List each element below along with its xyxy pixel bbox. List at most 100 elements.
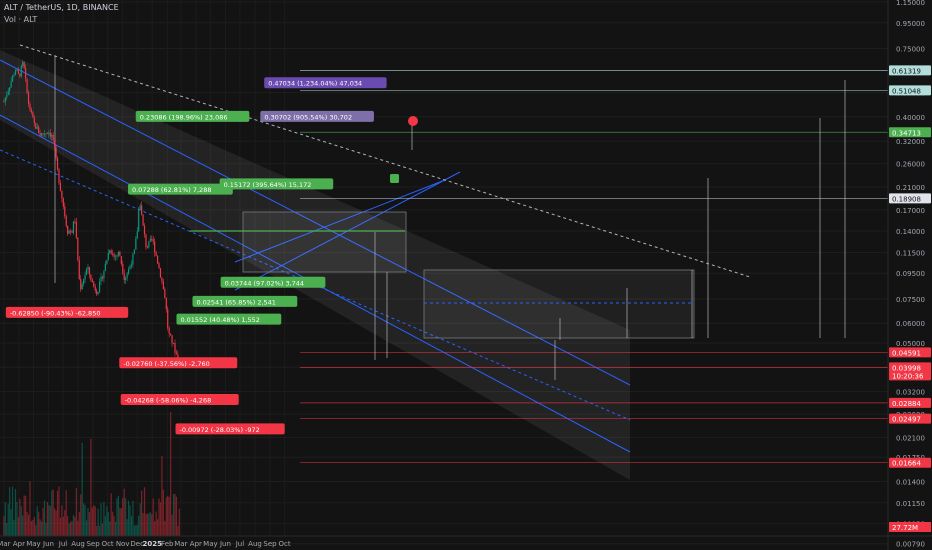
volume-bar [72, 514, 75, 536]
candle-body [90, 274, 92, 281]
volume-bar [155, 511, 157, 536]
y-tick-label: 0.01400 [896, 478, 925, 486]
volume-bar [159, 502, 162, 536]
x-tick-label: Jul [58, 540, 68, 548]
candle-body [101, 276, 104, 279]
level-tag-label: 0.04591 [892, 349, 921, 357]
volume-bar [75, 488, 77, 536]
candle-body [45, 133, 47, 135]
volume-bar [36, 506, 38, 536]
volume-bar [130, 516, 133, 536]
volume-bar [46, 501, 48, 536]
volume-bar [90, 438, 92, 536]
level-tag [889, 397, 931, 408]
volume-bar [172, 494, 175, 536]
volume-bar [74, 516, 76, 536]
y-tick-label: 0.07500 [896, 296, 925, 304]
candle-body [171, 335, 173, 344]
candle-body [100, 276, 102, 282]
candle-body [88, 267, 91, 275]
volume-bar [117, 495, 120, 536]
volume-bar [88, 512, 91, 536]
candle-body [149, 238, 151, 242]
candle-body [175, 352, 178, 355]
candle-body [39, 133, 41, 136]
volume-bar [83, 503, 85, 536]
x-tick-label: Jun [42, 540, 54, 548]
level-tag-label: 0.61319 [892, 67, 921, 75]
candle-body [38, 127, 40, 134]
candle-body [119, 251, 121, 257]
y-tick-label: 0.00790 [896, 541, 925, 549]
candle-body [64, 206, 66, 216]
candle-body [9, 87, 11, 91]
candle-body [32, 112, 34, 118]
volume-bar [116, 498, 118, 536]
candle-body [59, 182, 62, 191]
candle-body [120, 256, 122, 264]
y-tick-label: 0.09500 [896, 270, 925, 278]
volume-bar [40, 521, 43, 536]
grid [0, 0, 888, 545]
x-tick-label: Jul [235, 540, 245, 548]
candle-body [132, 253, 134, 265]
candle-body [55, 147, 57, 158]
level-tag [889, 362, 931, 381]
candle-body [75, 221, 77, 238]
volume-bar [87, 508, 89, 536]
volume-bar [69, 521, 72, 536]
candle-body [54, 140, 56, 148]
check-marker-icon [390, 174, 399, 183]
volume-bar [27, 514, 30, 536]
candle-body [80, 278, 82, 290]
volume-bar [114, 521, 117, 536]
volume-bar [85, 520, 88, 536]
volume-bar [68, 523, 70, 536]
volume-bar [168, 496, 170, 536]
candle-body [113, 253, 115, 257]
volume-bar [158, 498, 160, 536]
volume-bar [165, 497, 167, 536]
volume-bar [17, 517, 19, 536]
candle-body [46, 133, 48, 135]
candle-body [65, 215, 67, 226]
x-tick-label: Oct [102, 540, 114, 548]
volume-bar [156, 519, 159, 536]
measurement-label: 0.47034 (1,234.04%) 47,034 [268, 80, 362, 88]
y-tick-label: 1.15000 [896, 0, 925, 7]
candle-body [129, 266, 131, 270]
candle-body [11, 75, 14, 82]
volume-bar [110, 493, 112, 536]
candle-body [26, 78, 28, 93]
volume-bar [146, 513, 149, 536]
volume-bar [125, 498, 127, 536]
candle-body [10, 81, 12, 88]
candle-body [61, 190, 63, 199]
candle-body [87, 267, 89, 270]
candle-body [148, 241, 150, 248]
measurement-label: -0.62850 (-90.43%) -62,850 [10, 309, 101, 317]
price-axis[interactable]: 1.150000.950000.750000.500000.400000.320… [887, 0, 931, 550]
candle-body [136, 231, 138, 239]
candle-body [116, 255, 118, 257]
volume-tag-label: 27.72M [892, 524, 918, 532]
measurement-badge [135, 110, 250, 122]
volume-bar [30, 520, 33, 536]
volume-bar [171, 514, 173, 536]
candle-body [133, 249, 135, 254]
candle-body [135, 238, 137, 250]
volume-bar [11, 486, 14, 536]
candle-body [125, 277, 127, 281]
y-tick-label: 0.01150 [896, 500, 925, 508]
descending-channel-fill [0, 50, 630, 480]
y-tick-label: 0.03200 [896, 389, 925, 397]
volume-bar [62, 516, 64, 536]
candle-body [78, 260, 80, 279]
volume-bar [52, 489, 54, 536]
candle-body [161, 277, 163, 282]
level-tag-label: 0.18908 [892, 195, 921, 203]
candle-body [69, 230, 72, 232]
volume-bar [43, 500, 46, 536]
